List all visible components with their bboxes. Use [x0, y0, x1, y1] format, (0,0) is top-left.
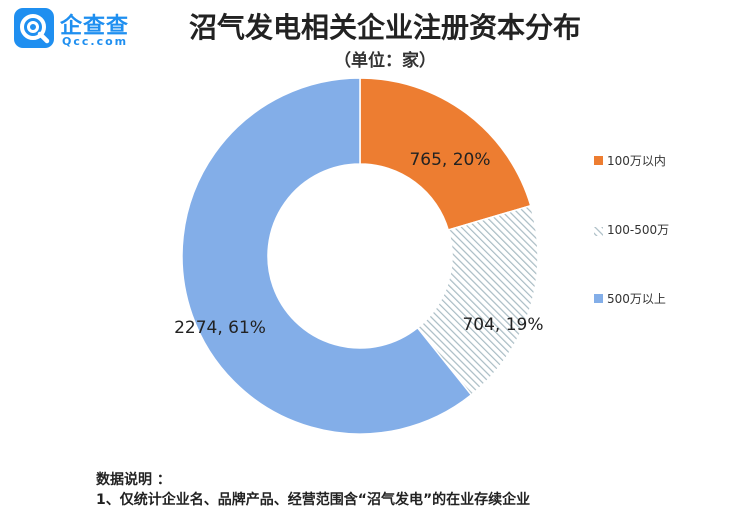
brand-domain: Qcc.com — [62, 35, 129, 48]
legend-label: 100-500万 — [607, 223, 670, 237]
slice-100-500-wan — [416, 204, 539, 396]
slice-100-wan-below — [359, 77, 532, 231]
data-label-100-wan-below: 765, 20% — [409, 150, 490, 170]
data-notes: 数据说明 ： 1、仅统计企业名、品牌产品、经营范围含“沼气发电”的在业存续企业 — [96, 470, 736, 510]
legend-swatch-100-500-wan — [594, 225, 603, 236]
chart-subtitle: （单位：家） — [334, 51, 436, 71]
data-label-100-500-wan: 704, 19% — [462, 315, 543, 335]
legend-item-100-wan-below: 100万以内 — [594, 152, 740, 170]
qcc-logo: 企查查 Qcc.com — [14, 8, 144, 48]
brand-name: 企查查 — [60, 14, 130, 39]
legend-item-500-wan-above: 500万以上 — [594, 290, 740, 308]
legend-item-100-500-wan: 100-500万 — [594, 221, 740, 239]
legend-swatch-500-wan-above — [594, 294, 603, 303]
notes-heading: 数据说明 ： — [96, 472, 171, 488]
chart-title: 沼气发电相关企业注册资本分布 — [188, 11, 581, 44]
slice-500-wan-above — [181, 77, 473, 435]
data-label-500-wan-above: 2274, 61% — [174, 318, 266, 338]
legend-label: 100万以内 — [607, 154, 666, 168]
notes-line-1: 1、仅统计企业名、品牌产品、经营范围含“沼气发电”的在业存续企业 — [96, 492, 531, 508]
qcc-logo-icon — [14, 8, 54, 48]
legend-swatch-100-wan-below — [594, 156, 603, 165]
chart-legend: 100万以内 100-500万 500万以上 — [594, 152, 740, 359]
legend-label: 500万以上 — [607, 292, 666, 306]
